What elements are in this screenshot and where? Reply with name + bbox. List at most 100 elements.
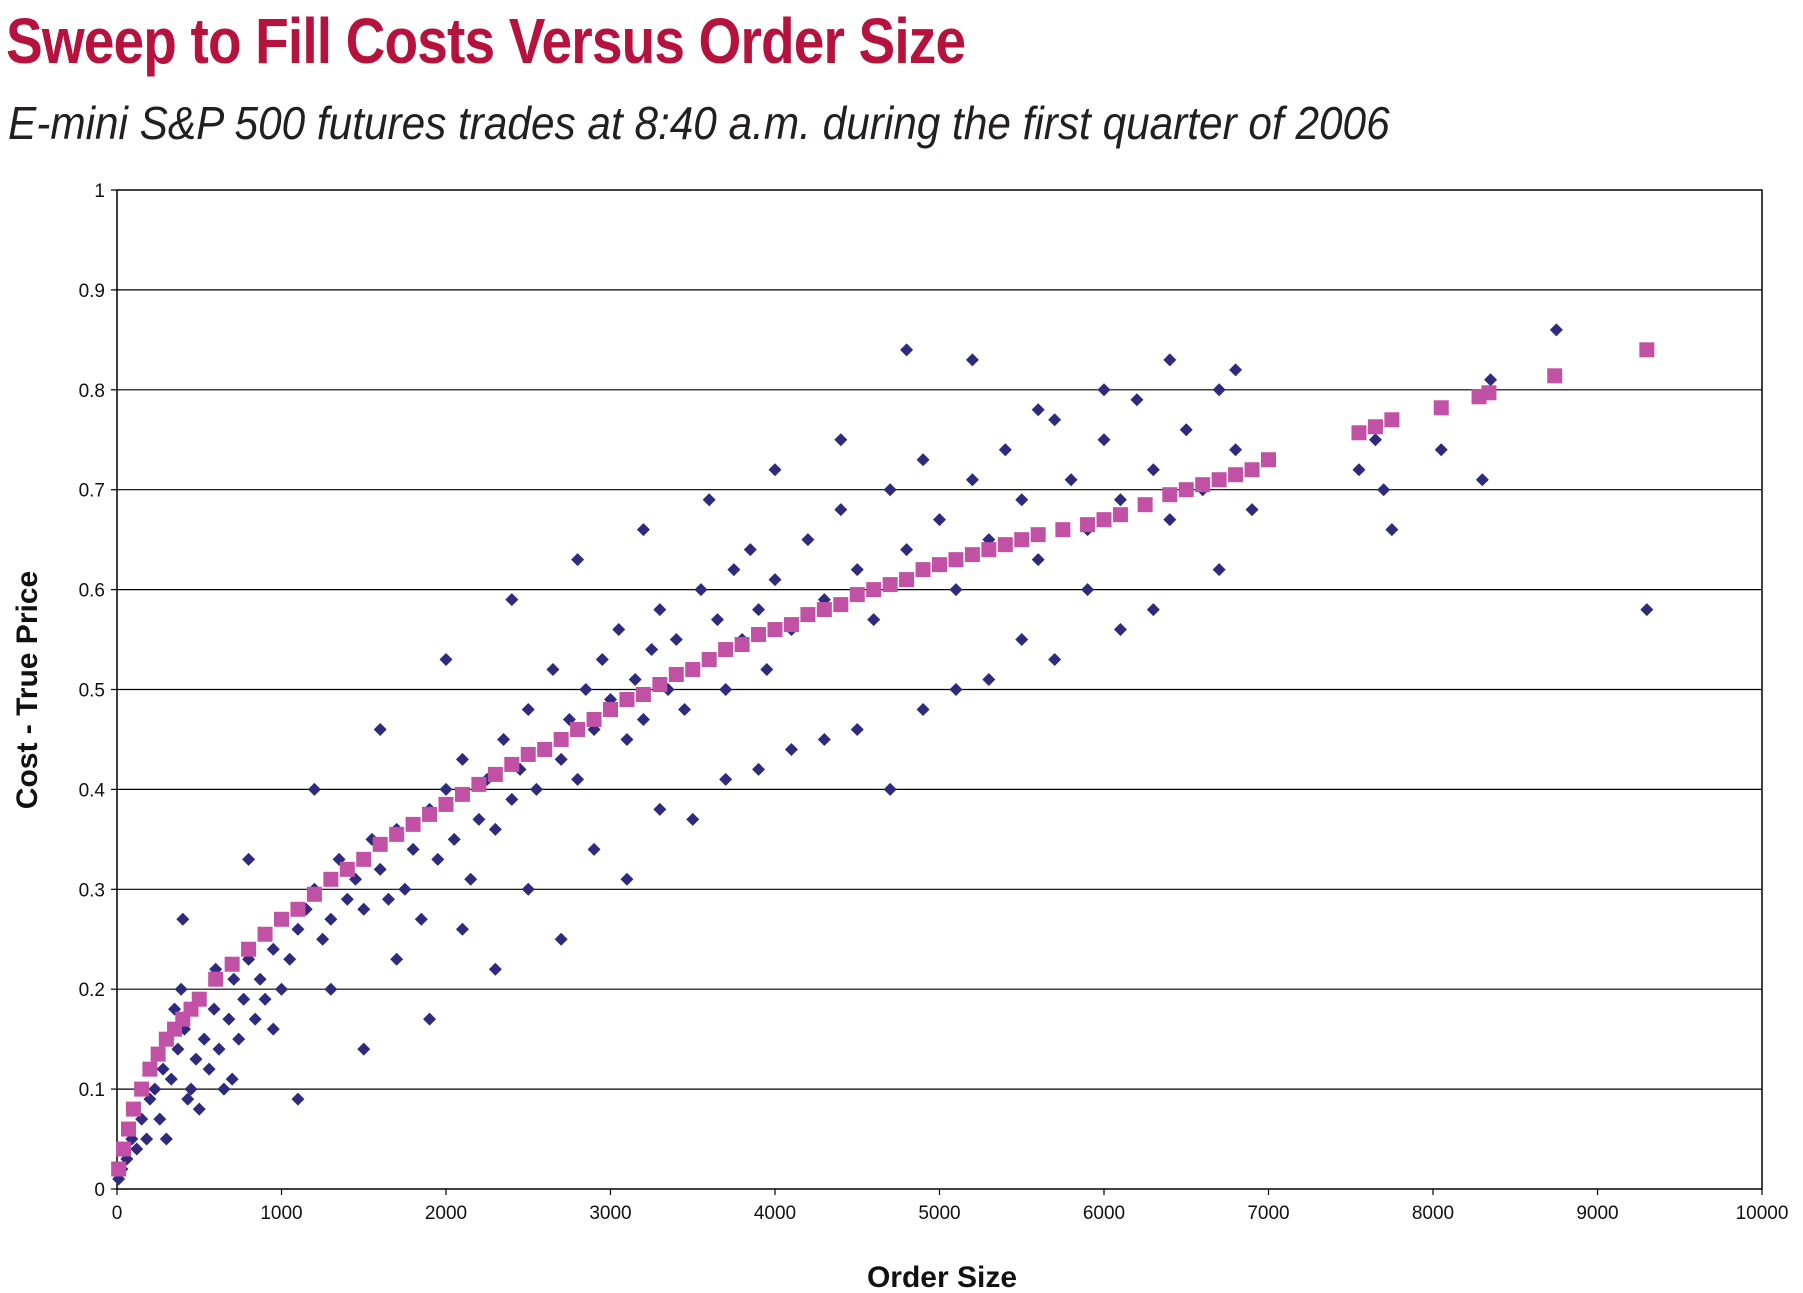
data-point-square bbox=[1096, 512, 1112, 528]
data-point-square bbox=[1055, 522, 1071, 538]
data-point-diamond bbox=[1229, 443, 1243, 457]
data-point-square bbox=[191, 991, 207, 1007]
data-point-square bbox=[339, 861, 355, 877]
data-point-square bbox=[734, 637, 750, 653]
data-point-diamond bbox=[521, 702, 535, 716]
data-point-diamond bbox=[212, 1042, 226, 1056]
data-point-diamond bbox=[156, 1062, 170, 1076]
data-point-diamond bbox=[1212, 563, 1226, 577]
data-point-square bbox=[1384, 412, 1400, 428]
data-point-square bbox=[997, 537, 1013, 553]
data-point-diamond bbox=[1113, 493, 1127, 507]
data-point-diamond bbox=[1212, 383, 1226, 397]
data-point-diamond bbox=[529, 782, 543, 796]
data-point-diamond bbox=[1113, 623, 1127, 637]
data-point-diamond bbox=[867, 613, 881, 627]
data-point-diamond bbox=[752, 762, 766, 776]
data-point-square bbox=[1137, 497, 1153, 513]
data-point-diamond bbox=[253, 972, 267, 986]
data-point-diamond bbox=[645, 643, 659, 657]
y-tick-label: 0 bbox=[94, 1180, 105, 1201]
data-point-square bbox=[668, 667, 684, 683]
x-tick-label: 5000 bbox=[918, 1203, 960, 1224]
data-point-diamond bbox=[546, 663, 560, 677]
data-point-diamond bbox=[554, 932, 568, 946]
data-point-diamond bbox=[1015, 633, 1029, 647]
data-point-diamond bbox=[258, 992, 272, 1006]
data-point-diamond bbox=[153, 1112, 167, 1126]
data-point-diamond bbox=[743, 543, 757, 557]
data-point-diamond bbox=[850, 722, 864, 736]
data-point-diamond bbox=[1015, 493, 1029, 507]
data-point-diamond bbox=[324, 982, 338, 996]
data-point-square bbox=[783, 617, 799, 633]
data-point-diamond bbox=[202, 1062, 216, 1076]
data-point-diamond bbox=[965, 473, 979, 487]
data-point-square bbox=[1211, 472, 1227, 488]
data-point-diamond bbox=[612, 623, 626, 637]
data-point-square bbox=[849, 587, 865, 603]
data-point-square bbox=[553, 731, 569, 747]
data-point-square bbox=[981, 542, 997, 558]
data-point-diamond bbox=[900, 343, 914, 357]
data-point-diamond bbox=[464, 872, 478, 886]
data-point-diamond bbox=[571, 553, 585, 567]
data-point-square bbox=[504, 756, 520, 772]
data-point-square bbox=[800, 607, 816, 623]
y-tick-label: 0.7 bbox=[79, 481, 105, 502]
data-point-diamond bbox=[324, 912, 338, 926]
data-point-square bbox=[701, 652, 717, 668]
data-point-diamond bbox=[636, 523, 650, 537]
x-tick-label: 1000 bbox=[260, 1203, 302, 1224]
data-point-diamond bbox=[694, 583, 708, 597]
data-point-diamond bbox=[702, 493, 716, 507]
data-point-square bbox=[932, 557, 947, 573]
x-tick-label: 3000 bbox=[589, 1203, 631, 1224]
data-point-diamond bbox=[159, 1132, 173, 1146]
data-point-square bbox=[306, 886, 322, 902]
data-point-diamond bbox=[1549, 323, 1563, 337]
data-point-diamond bbox=[1640, 603, 1654, 617]
data-point-diamond bbox=[628, 673, 642, 687]
data-point-diamond bbox=[232, 1032, 246, 1046]
data-point-square bbox=[882, 577, 898, 593]
x-tick-label: 10000 bbox=[1736, 1203, 1789, 1224]
data-point-diamond bbox=[447, 832, 461, 846]
data-point-diamond bbox=[1146, 463, 1160, 477]
data-point-diamond bbox=[1434, 443, 1448, 457]
data-point-diamond bbox=[719, 772, 733, 786]
data-point-square bbox=[619, 691, 635, 707]
data-point-diamond bbox=[1048, 413, 1062, 427]
gridlines bbox=[117, 289, 1762, 1090]
data-point-diamond bbox=[834, 433, 848, 447]
data-point-square bbox=[487, 766, 503, 782]
data-point-diamond bbox=[1146, 603, 1160, 617]
y-tick-label: 0.9 bbox=[79, 281, 105, 302]
data-point-square bbox=[964, 547, 980, 563]
y-tick-label: 0.8 bbox=[79, 381, 105, 402]
data-point-diamond bbox=[184, 1082, 198, 1096]
data-point-diamond bbox=[1377, 483, 1391, 497]
x-tick-label: 9000 bbox=[1576, 1203, 1618, 1224]
data-point-diamond bbox=[197, 1032, 211, 1046]
y-tick-label: 0.2 bbox=[79, 980, 105, 1001]
data-point-diamond bbox=[222, 1012, 236, 1026]
data-point-diamond bbox=[1385, 523, 1399, 537]
data-point-square bbox=[1195, 477, 1211, 493]
data-point-square bbox=[1030, 527, 1046, 543]
data-point-diamond bbox=[1064, 473, 1078, 487]
data-point-square bbox=[438, 796, 454, 812]
data-point-square bbox=[685, 662, 701, 678]
data-point-diamond bbox=[1130, 393, 1144, 407]
data-point-diamond bbox=[140, 1132, 154, 1146]
data-point-square bbox=[372, 836, 388, 852]
y-tick-label: 0.3 bbox=[79, 880, 105, 901]
data-point-square bbox=[471, 776, 487, 792]
data-point-square bbox=[1639, 342, 1655, 358]
data-point-diamond bbox=[307, 782, 321, 796]
y-tick-label: 0.5 bbox=[79, 681, 105, 702]
data-point-diamond bbox=[176, 912, 190, 926]
data-point-diamond bbox=[275, 982, 288, 996]
data-point-square bbox=[1481, 385, 1497, 401]
x-axis-title: Order Size bbox=[867, 1261, 1017, 1293]
